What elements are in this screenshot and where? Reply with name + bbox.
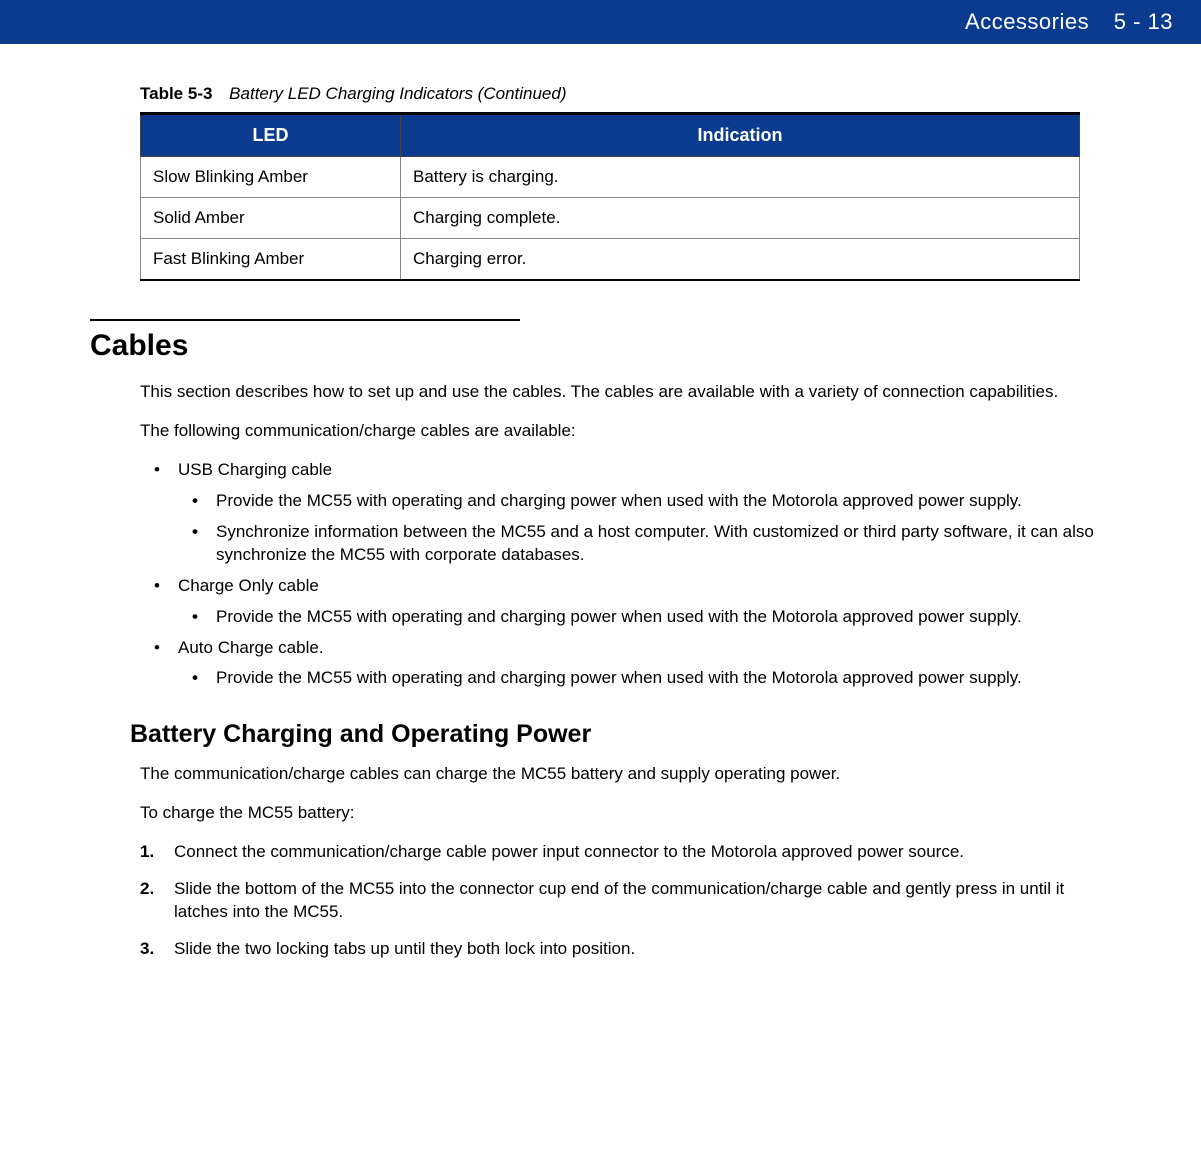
step-item: Slide the two locking tabs up until they… bbox=[140, 938, 1111, 961]
cell-led: Solid Amber bbox=[141, 198, 401, 239]
table-header-row: LED Indication bbox=[141, 114, 1080, 157]
list-item-text: Provide the MC55 with operating and char… bbox=[216, 491, 1022, 510]
list-item: Synchronize information between the MC55… bbox=[206, 521, 1111, 567]
sub-list: Provide the MC55 with operating and char… bbox=[178, 606, 1111, 629]
cell-indication: Battery is charging. bbox=[401, 157, 1080, 198]
step-item: Slide the bottom of the MC55 into the co… bbox=[140, 878, 1111, 924]
section-body: This section describes how to set up and… bbox=[140, 381, 1111, 690]
content: Table 5-3 Battery LED Charging Indicator… bbox=[0, 44, 1201, 1015]
header-text: Accessories 5 - 13 bbox=[965, 9, 1173, 35]
table-caption-title: Battery LED Charging Indicators (Continu… bbox=[229, 84, 566, 103]
table-caption: Table 5-3 Battery LED Charging Indicator… bbox=[140, 84, 1111, 104]
sub-list: Provide the MC55 with operating and char… bbox=[178, 667, 1111, 690]
section-rule bbox=[90, 319, 520, 321]
subsection-para: To charge the MC55 battery: bbox=[140, 802, 1111, 825]
table-row: Slow Blinking Amber Battery is charging. bbox=[141, 157, 1080, 198]
step-text: Slide the bottom of the MC55 into the co… bbox=[174, 879, 1064, 921]
cell-led: Fast Blinking Amber bbox=[141, 239, 401, 281]
section-para: This section describes how to set up and… bbox=[140, 381, 1111, 404]
list-item: Charge Only cable Provide the MC55 with … bbox=[168, 575, 1111, 629]
table-area: Table 5-3 Battery LED Charging Indicator… bbox=[140, 84, 1111, 281]
page-header: Accessories 5 - 13 bbox=[0, 0, 1201, 44]
list-item: Provide the MC55 with operating and char… bbox=[206, 490, 1111, 513]
section-heading: Cables bbox=[90, 329, 1111, 363]
cell-indication: Charging error. bbox=[401, 239, 1080, 281]
cell-indication: Charging complete. bbox=[401, 198, 1080, 239]
list-item-text: Synchronize information between the MC55… bbox=[216, 522, 1094, 564]
list-item: Provide the MC55 with operating and char… bbox=[206, 667, 1111, 690]
header-section: Accessories bbox=[965, 9, 1089, 34]
steps-list: Connect the communication/charge cable p… bbox=[140, 841, 1111, 961]
list-item-text: Provide the MC55 with operating and char… bbox=[216, 668, 1022, 687]
list-item: USB Charging cable Provide the MC55 with… bbox=[168, 459, 1111, 567]
col-led: LED bbox=[141, 114, 401, 157]
table-row: Solid Amber Charging complete. bbox=[141, 198, 1080, 239]
bullet-list: USB Charging cable Provide the MC55 with… bbox=[140, 459, 1111, 691]
table-caption-label: Table 5-3 bbox=[140, 84, 212, 103]
sub-list: Provide the MC55 with operating and char… bbox=[178, 490, 1111, 567]
step-item: Connect the communication/charge cable p… bbox=[140, 841, 1111, 864]
list-item-text: Charge Only cable bbox=[178, 576, 319, 595]
list-item-text: USB Charging cable bbox=[178, 460, 332, 479]
header-page: 5 - 13 bbox=[1114, 9, 1173, 34]
step-text: Connect the communication/charge cable p… bbox=[174, 842, 964, 861]
subsection-body: The communication/charge cables can char… bbox=[140, 763, 1111, 961]
col-indication: Indication bbox=[401, 114, 1080, 157]
subsection-para: The communication/charge cables can char… bbox=[140, 763, 1111, 786]
list-item: Provide the MC55 with operating and char… bbox=[206, 606, 1111, 629]
led-table: LED Indication Slow Blinking Amber Batte… bbox=[140, 112, 1080, 281]
step-text: Slide the two locking tabs up until they… bbox=[174, 939, 635, 958]
list-item: Auto Charge cable. Provide the MC55 with… bbox=[168, 637, 1111, 691]
cell-led: Slow Blinking Amber bbox=[141, 157, 401, 198]
subsection-heading: Battery Charging and Operating Power bbox=[130, 720, 1111, 749]
table-row: Fast Blinking Amber Charging error. bbox=[141, 239, 1080, 281]
list-item-text: Provide the MC55 with operating and char… bbox=[216, 607, 1022, 626]
list-item-text: Auto Charge cable. bbox=[178, 638, 324, 657]
section-para: The following communication/charge cable… bbox=[140, 420, 1111, 443]
